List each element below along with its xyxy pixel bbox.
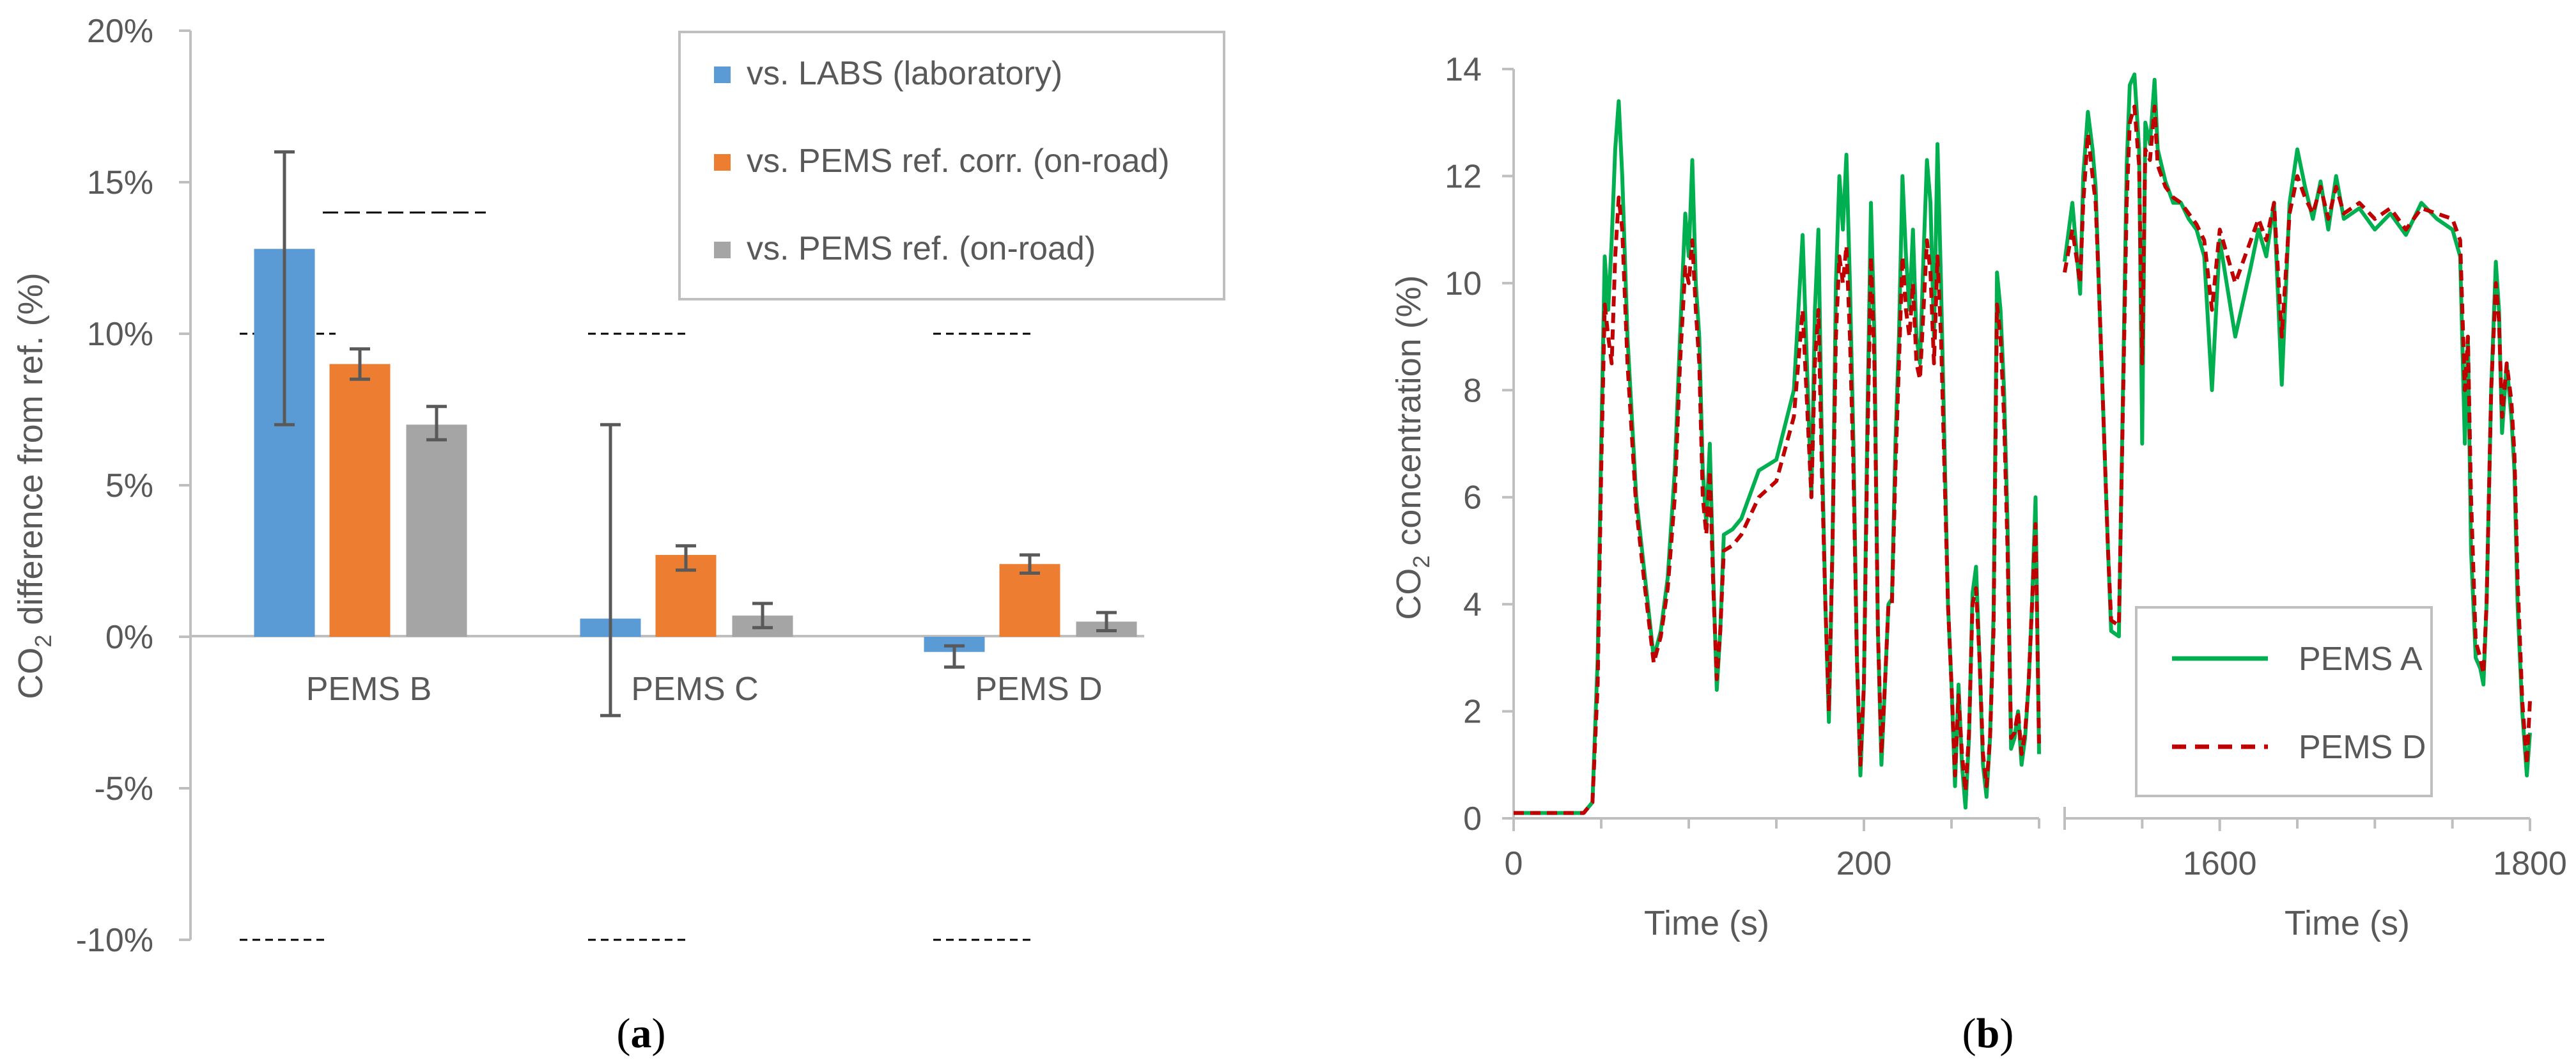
legend-label-pems-d: PEMS D <box>2299 729 2426 766</box>
legend-swatch-pems-ref-corr <box>714 154 731 171</box>
panel-b-x-tick-label: 0 <box>1505 845 1523 882</box>
panel-b-x-tick-label: 1600 <box>2183 845 2257 882</box>
legend-swatch-labs <box>714 66 731 83</box>
bar-1-0 <box>329 364 391 637</box>
panel-b-y-tick-label: 6 <box>1463 479 1482 517</box>
panel-b-line-chart: 0 2 4 6 8 10 12 14 0 200 1600 1800 CO2 concentrati… <box>1390 51 2567 1057</box>
panel-b-y-tick-label: 4 <box>1463 586 1482 623</box>
panel-a-y-tick-label: 20% <box>87 13 153 50</box>
category-label: PEMS D <box>975 671 1102 708</box>
panel-a-y-tick-label: 15% <box>87 164 153 201</box>
panel-b-caption: (b) <box>1962 1010 2014 1057</box>
panel-a-y-tick-label: 0% <box>105 619 153 656</box>
legend-label-pems-ref: vs. PEMS ref. (on-road) <box>747 230 1096 267</box>
category-label: PEMS C <box>631 671 758 708</box>
panel-b-x-axis-label-right: Time (s) <box>2285 904 2410 942</box>
legend-label-pems-ref-corr: vs. PEMS ref. corr. (on-road) <box>747 143 1170 180</box>
panel-a-legend: vs. LABS (laboratory) vs. PEMS ref. corr… <box>678 31 1225 300</box>
panel-b-y-axis-label: CO2 concentration (%) <box>1390 275 1434 620</box>
panel-b-x-tick-label: 200 <box>1836 845 1892 882</box>
panel-b-legend: PEMS A PEMS D <box>2135 606 2433 797</box>
panel-a-y-tick-label: 10% <box>87 316 153 353</box>
legend-swatch-pems-ref <box>714 242 731 258</box>
panel-a-y-tick-label: -10% <box>76 922 153 959</box>
legend-label-pems-a: PEMS A <box>2299 641 2423 678</box>
series-line-pems-d-left <box>1514 195 2041 815</box>
category-label: PEMS B <box>306 671 432 708</box>
bar-2-0 <box>406 425 467 637</box>
panel-b-x-tick-label: 1800 <box>2493 845 2567 882</box>
panel-b-y-tick-label: 2 <box>1463 694 1482 731</box>
series-line-pems-d-right <box>2063 104 2532 767</box>
panel-a-caption: (a) <box>617 1010 666 1057</box>
panel-b-y-tick-label: 14 <box>1445 51 1482 88</box>
panel-b-x-axis-label-left: Time (s) <box>1644 904 1769 942</box>
panel-b-y-tick-label: 10 <box>1445 265 1482 302</box>
series-line-pems-a-left <box>1514 99 2041 815</box>
panel-b-y-tick-label: 0 <box>1463 800 1482 838</box>
legend-label-labs: vs. LABS (laboratory) <box>747 55 1062 92</box>
panel-a-y-axis-label: CO2 difference from ref. (%) <box>12 272 56 699</box>
panel-a-y-tick-label: -5% <box>95 770 153 807</box>
panel-a-bar-chart: -10%-5%0%5%10%15%20% PEMS B PEMS C PEMS D … <box>12 13 1225 1057</box>
bar-1-2 <box>999 564 1060 637</box>
panel-b-y-tick-label: 8 <box>1463 372 1482 409</box>
panel-a-y-tick-label: 5% <box>105 467 153 504</box>
panel-b-y-tick-label: 12 <box>1445 158 1482 195</box>
